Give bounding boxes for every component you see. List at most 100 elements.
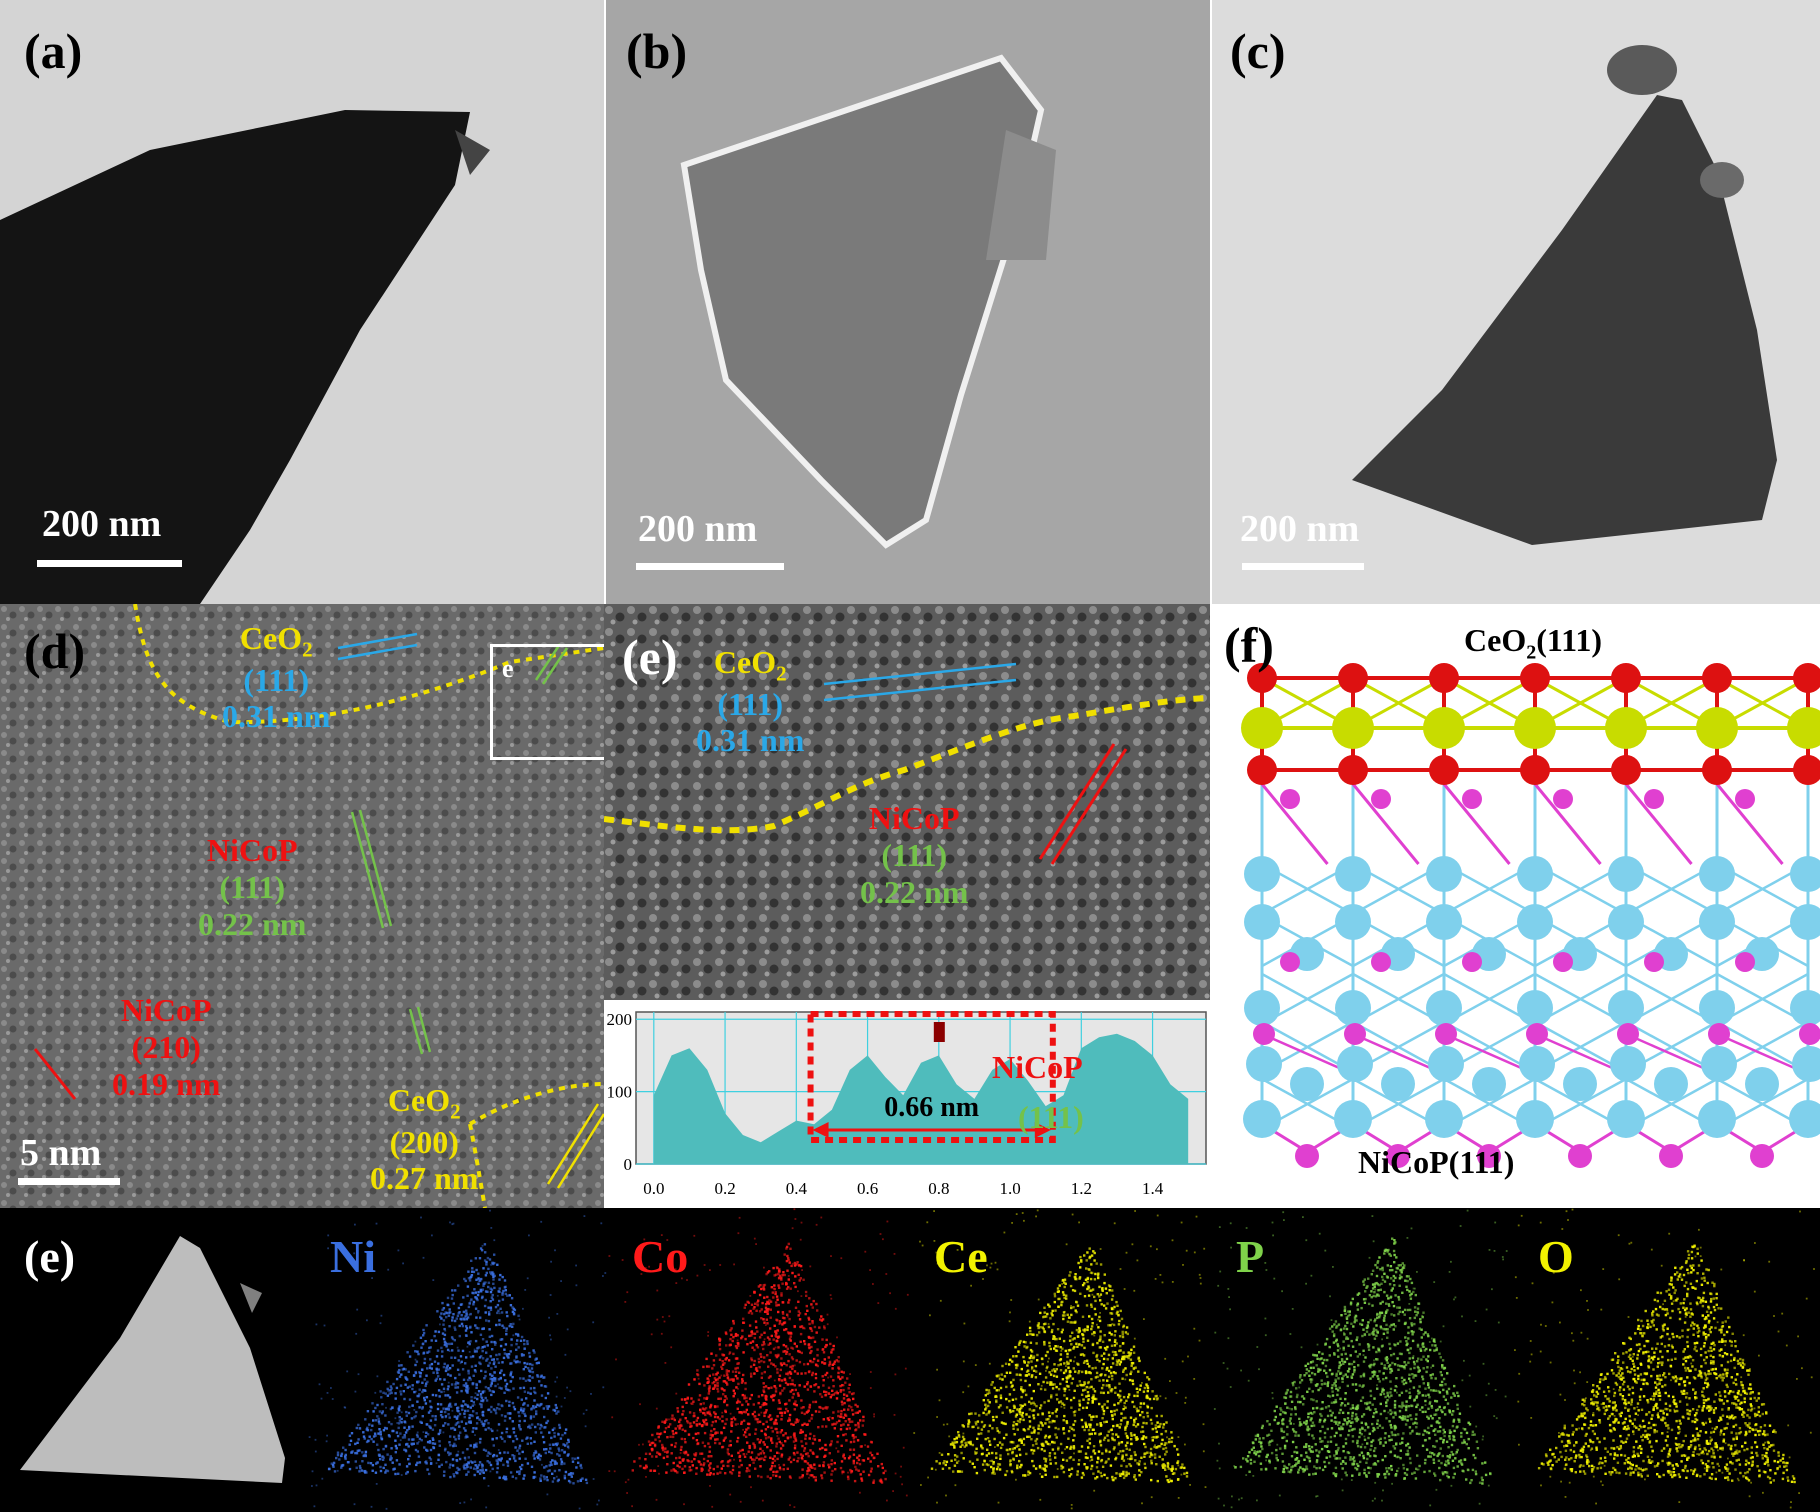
o-atom bbox=[1338, 663, 1368, 693]
panel-label-c: (c) bbox=[1230, 23, 1286, 79]
ni-co-atom bbox=[1608, 990, 1644, 1026]
p-atom bbox=[1568, 1144, 1592, 1168]
ni-co-atom bbox=[1472, 1067, 1506, 1101]
co-map bbox=[608, 1208, 909, 1508]
panel-a: (a) 200 nm bbox=[0, 0, 604, 604]
panel-label-f: (f) bbox=[1224, 617, 1274, 673]
ce-atom bbox=[1514, 707, 1556, 749]
x-tick-3: 0.6 bbox=[857, 1179, 878, 1198]
crystal-structure bbox=[1241, 663, 1820, 1168]
ni-co-atom bbox=[1790, 904, 1820, 940]
annotation-nicop-111-e: NiCoP (111) 0.22 nm bbox=[860, 800, 969, 910]
o-atom bbox=[1338, 755, 1368, 785]
panel-b: (b) 200 nm bbox=[606, 0, 1210, 604]
o-atom bbox=[1793, 755, 1820, 785]
scale-bar-label-d: 5 nm bbox=[20, 1132, 102, 1174]
x-tick-2: 0.4 bbox=[786, 1179, 808, 1198]
p-atom bbox=[1735, 952, 1755, 972]
annotation-ceo2-200-d: CeO2 (200) 0.27 nm bbox=[370, 1082, 479, 1197]
p-atom bbox=[1371, 789, 1391, 809]
p-atom bbox=[1553, 952, 1573, 972]
ni-co-atom bbox=[1244, 904, 1280, 940]
annotation-ceo2-111-d: CeO2 (111) 0.31 nm bbox=[222, 620, 331, 735]
x-tick-5: 1.0 bbox=[999, 1179, 1020, 1198]
o-atom bbox=[1520, 755, 1550, 785]
ni-co-atom bbox=[1243, 1100, 1281, 1138]
measure-arrow-left bbox=[812, 1122, 829, 1138]
interface-bottom-label: NiCoP(111) bbox=[1358, 1144, 1515, 1180]
panel-label-e-eds: (e) bbox=[24, 1231, 76, 1282]
ni-co-atom bbox=[1517, 904, 1553, 940]
annotation-ceo2-111-e: CeO2 (111) 0.31 nm bbox=[696, 644, 805, 759]
panel-label-e-hrtem: (e) bbox=[622, 629, 678, 685]
ni-co-atom bbox=[1790, 856, 1820, 892]
ni-co-atom bbox=[1517, 856, 1553, 892]
ce-atom bbox=[1696, 707, 1738, 749]
p-map bbox=[1213, 1209, 1508, 1509]
ce-atom bbox=[1605, 707, 1647, 749]
measure-label: 0.66 nm bbox=[884, 1092, 979, 1123]
ni-co-atom bbox=[1334, 1100, 1372, 1138]
p-atom bbox=[1386, 1144, 1410, 1168]
p-atom bbox=[1735, 789, 1755, 809]
ni-co-atom bbox=[1608, 904, 1644, 940]
y-tick-2: 200 bbox=[607, 1010, 633, 1029]
ce-atom bbox=[1787, 707, 1820, 749]
profile-y-ticks: 0 100 200 bbox=[607, 1010, 633, 1174]
p-atom bbox=[1280, 789, 1300, 809]
o-atom bbox=[1611, 755, 1641, 785]
ni-co-atom bbox=[1610, 1046, 1646, 1082]
o-map bbox=[1514, 1208, 1815, 1509]
profile-x-ticks: 0.0 0.2 0.4 0.6 0.8 1.0 1.2 1.4 bbox=[643, 1179, 1164, 1198]
ni-co-atom bbox=[1607, 1100, 1645, 1138]
measure-box bbox=[807, 1011, 1056, 1143]
p-atom bbox=[1526, 1023, 1548, 1045]
ni-co-atom bbox=[1426, 904, 1462, 940]
element-label-ni: Ni bbox=[330, 1231, 376, 1282]
ni-co-atom bbox=[1428, 1046, 1464, 1082]
ni-co-atom bbox=[1244, 856, 1280, 892]
p-atom bbox=[1253, 1023, 1275, 1045]
scale-bar-c bbox=[1242, 563, 1364, 570]
scale-bar-a bbox=[37, 560, 182, 567]
p-atom bbox=[1553, 789, 1573, 809]
element-label-ce: Ce bbox=[934, 1231, 988, 1282]
ni-co-atom bbox=[1516, 1100, 1554, 1138]
p-atom bbox=[1344, 1023, 1366, 1045]
ni-co-atom bbox=[1792, 1046, 1820, 1082]
x-tick-1: 0.2 bbox=[714, 1179, 735, 1198]
eds-map-co: Co bbox=[608, 1208, 910, 1512]
ni-co-atom bbox=[1698, 1100, 1736, 1138]
ni-co-atom bbox=[1699, 990, 1735, 1026]
eds-haadf: (e) bbox=[0, 1208, 306, 1512]
scale-bar-d bbox=[18, 1178, 120, 1185]
panel-label-b: (b) bbox=[626, 23, 688, 79]
ni-co-atom bbox=[1790, 990, 1820, 1026]
ni-co-atom bbox=[1701, 1046, 1737, 1082]
p-atom bbox=[1750, 1144, 1774, 1168]
p-atom bbox=[1435, 1023, 1457, 1045]
ni-co-atom bbox=[1426, 856, 1462, 892]
panel-f: (f) CeO2(111) NiCoP(111) bbox=[1210, 604, 1820, 1208]
p-atom bbox=[1462, 789, 1482, 809]
p-atom bbox=[1799, 1023, 1820, 1045]
element-label-p: P bbox=[1236, 1231, 1265, 1282]
inset-plane-label: (111) bbox=[1018, 1099, 1084, 1135]
ni-co-atom bbox=[1246, 1046, 1282, 1082]
tem-image-b bbox=[680, 54, 1056, 549]
ni-co-atom bbox=[1563, 1067, 1597, 1101]
o-atom bbox=[1429, 663, 1459, 693]
x-tick-0: 0.0 bbox=[643, 1179, 664, 1198]
ce-map bbox=[913, 1209, 1207, 1510]
ni-co-atom bbox=[1335, 990, 1371, 1026]
y-tick-0: 0 bbox=[624, 1155, 633, 1174]
inset-frame-label: e bbox=[502, 654, 514, 683]
x-tick-4: 0.8 bbox=[928, 1179, 949, 1198]
x-tick-7: 1.4 bbox=[1142, 1179, 1164, 1198]
tem-image-a bbox=[0, 110, 490, 604]
measure-arrow-right bbox=[1034, 1122, 1051, 1138]
p-atom bbox=[1708, 1023, 1730, 1045]
ni-co-atom bbox=[1335, 904, 1371, 940]
eds-map-ni: Ni bbox=[306, 1208, 608, 1512]
intensity-profile-chart: 0 100 200 0.0 0.2 0.4 0.6 0.8 1.0 1.2 1.4 0.66 nm… bbox=[604, 1000, 1210, 1208]
